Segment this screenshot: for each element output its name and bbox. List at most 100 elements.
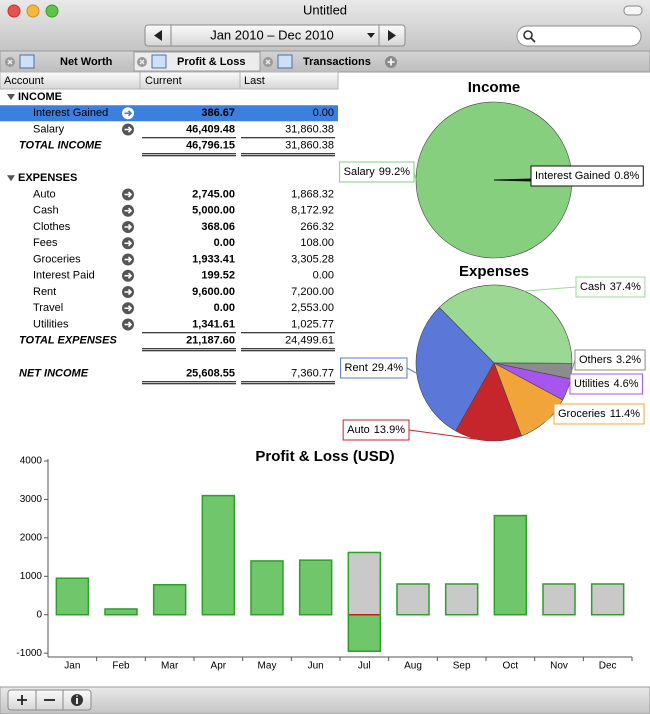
last-amount: 8,172.92 xyxy=(291,205,334,217)
tab-close-icon xyxy=(265,59,271,65)
current-amount: 386.67 xyxy=(201,107,235,119)
account-name[interactable]: Interest Gained xyxy=(33,107,108,119)
total-label: TOTAL EXPENSES xyxy=(19,335,117,347)
current-amount: 0.00 xyxy=(214,302,235,314)
window-title: Untitled xyxy=(303,2,347,17)
category-label: Auto xyxy=(347,424,370,436)
category-label: Utilities xyxy=(574,378,610,390)
disclosure-triangle[interactable] xyxy=(7,94,15,100)
label-text: Rent 29.4% xyxy=(345,362,404,374)
value-label: 13.9% xyxy=(374,424,405,436)
x-tick-label: Dec xyxy=(599,661,617,672)
pie-label: Rent 29.4% xyxy=(340,357,408,379)
search-icon xyxy=(530,37,536,43)
label-text: Interest Gained 0.8% xyxy=(535,170,640,182)
value-label: 99.2% xyxy=(379,166,410,178)
tab-icon xyxy=(277,54,293,69)
label-box xyxy=(575,276,646,298)
bar xyxy=(250,560,284,616)
tab-label[interactable]: Transactions xyxy=(303,56,371,68)
next-button[interactable] xyxy=(388,30,396,41)
label-text: Cash 37.4% xyxy=(580,281,641,293)
x-tick-label: May xyxy=(258,661,277,672)
label-connector xyxy=(408,429,489,442)
value-label: 3.2% xyxy=(616,354,641,366)
last-amount: 0.00 xyxy=(313,270,334,282)
bar xyxy=(347,551,382,616)
row-arrow-icon xyxy=(124,110,133,117)
label-box xyxy=(339,161,415,183)
total-last: 7,360.77 xyxy=(291,368,334,380)
previous-button[interactable] xyxy=(154,30,162,41)
tab-label[interactable]: Profit & Loss xyxy=(177,56,245,68)
bar xyxy=(444,583,479,616)
y-tick-label: 0 xyxy=(36,609,42,620)
current-amount: 1,933.41 xyxy=(192,253,235,265)
x-tick-label: Nov xyxy=(550,661,568,672)
total-label: TOTAL INCOME xyxy=(19,140,102,152)
last-amount: 0.00 xyxy=(313,107,334,119)
minimize-button[interactable] xyxy=(26,4,40,18)
label-connector xyxy=(571,359,576,372)
tab-icon xyxy=(151,54,167,69)
pie-label: Groceries 11.4% xyxy=(553,403,645,425)
account-name[interactable]: Fees xyxy=(33,237,58,249)
bar xyxy=(396,583,430,616)
row-arrow-icon xyxy=(124,256,133,263)
popup-arrow[interactable] xyxy=(367,33,375,38)
column-header[interactable]: Account xyxy=(4,75,44,87)
bar xyxy=(590,583,625,616)
toolbar-toggle[interactable] xyxy=(623,5,643,16)
label-box xyxy=(553,403,645,425)
account-name[interactable]: Travel xyxy=(33,302,63,314)
account-name[interactable]: Cash xyxy=(33,205,59,217)
account-name[interactable]: Groceries xyxy=(33,253,81,265)
row-arrow-icon xyxy=(124,126,133,133)
search-field[interactable] xyxy=(516,25,642,47)
x-tick-label: Jan xyxy=(64,661,80,672)
pie-label: Cash 37.4% xyxy=(575,276,646,298)
row-arrow-icon xyxy=(124,191,133,198)
label-text: Others 3.2% xyxy=(579,354,641,366)
section-title: INCOME xyxy=(18,91,62,103)
current-amount: 9,600.00 xyxy=(192,286,235,298)
category-label: Salary xyxy=(344,166,376,178)
zoom-button[interactable] xyxy=(45,4,59,18)
y-tick-label: 3000 xyxy=(20,494,43,505)
label-box xyxy=(574,349,646,371)
last-amount: 2,553.00 xyxy=(291,302,334,314)
x-tick-label: Jul xyxy=(358,661,371,672)
label-text: Groceries 11.4% xyxy=(558,408,640,420)
current-amount: 5,000.00 xyxy=(192,205,235,217)
account-name[interactable]: Utilities xyxy=(33,318,69,330)
date-range-control[interactable] xyxy=(144,24,406,47)
total-label: NET INCOME xyxy=(19,368,89,380)
label-connector xyxy=(524,286,577,292)
disclosure-triangle[interactable] xyxy=(7,175,15,182)
account-name[interactable]: Interest Paid xyxy=(33,270,95,282)
current-amount: 2,745.00 xyxy=(192,188,235,200)
label-connector xyxy=(545,413,555,423)
x-tick-label: Apr xyxy=(211,661,227,672)
y-tick-label: -1000 xyxy=(16,648,42,659)
account-name[interactable]: Salary xyxy=(33,123,65,135)
tab-close-icon xyxy=(139,59,145,65)
x-tick-label: Sep xyxy=(453,661,471,672)
account-name[interactable]: Auto xyxy=(33,188,56,200)
current-amount: 0.00 xyxy=(214,237,235,249)
account-name[interactable]: Rent xyxy=(33,286,56,298)
column-header[interactable]: Current xyxy=(145,75,182,87)
total-current: 46,796.15 xyxy=(186,140,235,152)
column-header[interactable]: Last xyxy=(244,75,265,87)
last-amount: 7,200.00 xyxy=(291,286,334,298)
pie-label: Others 3.2% xyxy=(574,349,646,371)
chart-title: Profit & Loss (USD) xyxy=(255,448,394,465)
add-button[interactable] xyxy=(17,695,27,705)
close-button[interactable] xyxy=(7,4,21,18)
y-tick-label: 1000 xyxy=(20,571,43,582)
date-range[interactable]: Jan 2010 – Dec 2010 xyxy=(210,27,334,42)
row-arrow-icon xyxy=(124,223,133,231)
account-name[interactable]: Clothes xyxy=(33,221,71,233)
tab-label[interactable]: Net Worth xyxy=(60,56,113,68)
category-label: Interest Gained xyxy=(535,170,610,182)
